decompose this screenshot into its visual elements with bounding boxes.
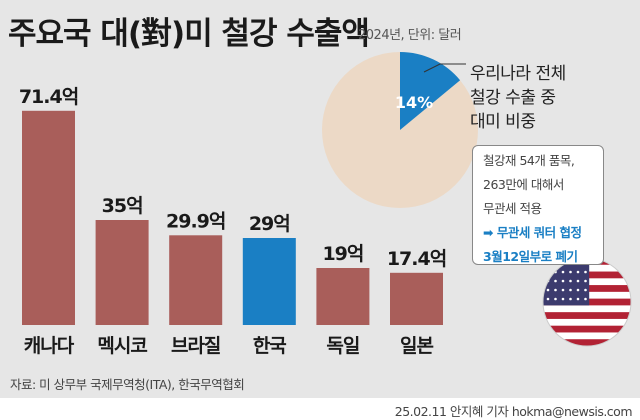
- pie-value-label: 14%: [395, 93, 433, 112]
- pie-label: 우리나라 전체 철강 수출 중 대미 비중: [470, 62, 566, 134]
- chart-subtitle: 2024년, 단위: 달러: [358, 28, 462, 43]
- category-label: 한국: [253, 335, 286, 357]
- pie-leader-line: [423, 63, 466, 73]
- note-line: 263만에 대해서: [483, 177, 564, 192]
- bar: [22, 110, 75, 325]
- bar: [390, 272, 443, 325]
- category-label: 멕시코: [97, 335, 147, 357]
- bar-value-label: 71.4억: [19, 86, 78, 108]
- pie-label-line: 우리나라 전체: [470, 64, 566, 84]
- bar-value-label: 19억: [322, 243, 363, 265]
- bar: [95, 220, 149, 325]
- note-box: 철강재 54개 품목, 263만에 대해서 무관세 적용 ➡ 무관세 쿼터 협정…: [472, 145, 604, 265]
- pie-slice-highlight: [400, 52, 461, 130]
- bar-value-label: 29억: [249, 213, 290, 235]
- pie-label-line: 철강 수출 중: [470, 88, 556, 108]
- note-highlight: 3월12일부로 폐기: [483, 249, 578, 264]
- bar: [316, 268, 370, 325]
- note-line: 무관세 적용: [483, 201, 542, 216]
- chart-title: 주요국 대(對)미 철강 수출액: [8, 16, 370, 52]
- bar: [242, 238, 296, 325]
- bar-value-label: 35억: [102, 195, 143, 217]
- credit-text: 25.02.11 안지혜 기자 hokma@newsis.com: [394, 404, 633, 419]
- footer-bar: [0, 398, 640, 420]
- us-flag-icon: [543, 258, 631, 346]
- category-label: 일본: [400, 335, 433, 357]
- bar: [169, 235, 223, 325]
- note-highlight: ➡ 무관세 쿼터 협정: [483, 225, 582, 240]
- category-label: 브라질: [171, 335, 220, 357]
- bar-value-label: 17.4억: [387, 248, 446, 270]
- pie-label-line: 대미 비중: [470, 112, 536, 132]
- source-text: 자료: 미 상무부 국제무역청(ITA), 한국무역협회: [10, 377, 245, 392]
- bar-value-label: 29.9억: [166, 210, 225, 232]
- category-label: 캐나다: [24, 335, 75, 357]
- category-label: 독일: [326, 335, 359, 357]
- note-line: 철강재 54개 품목,: [483, 153, 575, 168]
